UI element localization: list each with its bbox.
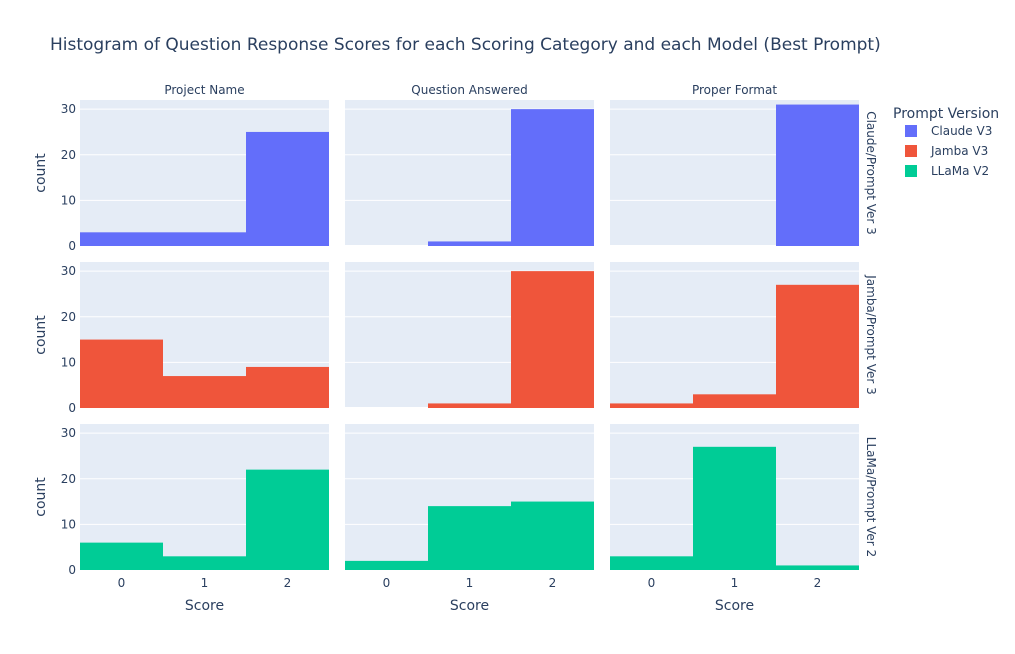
bar-claude-v3-question-answered-score-1[interactable] [428,241,511,246]
bar-llama-v2-question-answered-score-2[interactable] [511,501,594,570]
y-tick-label: 30 [61,426,76,440]
bar-jamba-v3-proper-format-score-0[interactable] [610,403,693,408]
x-tick-label: 2 [549,576,557,590]
y-axis-title: count [33,315,49,355]
bar-llama-v2-proper-format-score-2[interactable] [776,565,859,570]
x-tick-label: 2 [284,576,292,590]
x-tick-label: 0 [118,576,126,590]
legend-swatch-jamba-v3[interactable] [905,145,917,157]
legend-swatch-llama-v2[interactable] [905,165,917,177]
y-tick-label: 30 [61,264,76,278]
legend-title: Prompt Version [893,106,999,122]
panel-llama-v2-project-name [80,424,329,571]
y-tick-label: 0 [68,239,76,253]
y-axis-title: count [33,477,49,517]
y-tick-label: 20 [61,310,76,324]
bar-jamba-v3-proper-format-score-2[interactable] [776,284,859,408]
x-tick-label: 0 [383,576,391,590]
column-title-question-answered: Question Answered [411,83,527,97]
panel-llama-v2-proper-format [610,424,859,571]
bar-claude-v3-project-name-score-0[interactable] [80,232,163,246]
x-tick-label: 0 [648,576,656,590]
bar-llama-v2-project-name-score-1[interactable] [163,556,246,570]
row-title-llama-prompt-ver-2: LLaMa/Prompt Ver 2 [864,437,878,557]
bar-llama-v2-project-name-score-0[interactable] [80,542,163,570]
y-axis-title: count [33,153,49,193]
bar-llama-v2-question-answered-score-1[interactable] [428,506,511,570]
y-tick-label: 0 [68,401,76,415]
bar-claude-v3-project-name-score-1[interactable] [163,232,246,246]
legend-swatch-claude-v3[interactable] [905,125,917,137]
row-title-jamba-prompt-ver-3: Jamba/Prompt Ver 3 [864,274,878,395]
y-tick-label: 20 [61,472,76,486]
bar-llama-v2-proper-format-score-0[interactable] [610,556,693,570]
x-tick-label: 2 [814,576,822,590]
panel-llama-v2-question-answered [345,424,594,571]
panel-claude-v3-project-name [80,100,329,247]
bar-jamba-v3-project-name-score-0[interactable] [80,339,163,408]
chart-title: Histogram of Question Response Scores fo… [50,35,881,55]
panel-jamba-v3-project-name [80,262,329,409]
y-tick-label: 20 [61,148,76,162]
bar-jamba-v3-project-name-score-1[interactable] [163,376,246,408]
x-tick-label: 1 [731,576,739,590]
legend-label-jamba-v3[interactable]: Jamba V3 [930,144,988,158]
panel-jamba-v3-proper-format [610,262,859,409]
y-tick-label: 10 [61,355,76,369]
x-axis-title: Score [185,598,224,614]
bar-claude-v3-question-answered-score-2[interactable] [511,109,594,246]
bar-jamba-v3-question-answered-score-1[interactable] [428,403,511,408]
x-tick-label: 1 [466,576,474,590]
bar-jamba-v3-project-name-score-2[interactable] [246,366,329,408]
bar-jamba-v3-question-answered-score-2[interactable] [511,271,594,408]
y-tick-label: 30 [61,102,76,116]
bar-llama-v2-project-name-score-2[interactable] [246,469,329,570]
bar-claude-v3-project-name-score-2[interactable] [246,131,329,246]
row-title-claude-prompt-ver-3: Claude/Prompt Ver 3 [864,111,878,235]
legend-label-claude-v3[interactable]: Claude V3 [931,124,992,138]
y-tick-label: 10 [61,193,76,207]
panel-jamba-v3-question-answered [345,262,594,409]
column-title-proper-format: Proper Format [692,83,777,97]
x-tick-label: 1 [201,576,209,590]
column-title-project-name: Project Name [164,83,244,97]
x-axis-title: Score [450,598,489,614]
panel-claude-v3-question-answered [345,100,594,247]
y-tick-label: 10 [61,517,76,531]
facet-grid: Project Name Question Answered Proper Form… [33,83,878,614]
bar-llama-v2-question-answered-score-0[interactable] [345,560,428,570]
bar-jamba-v3-proper-format-score-1[interactable] [693,394,776,408]
panel-claude-v3-proper-format [610,100,859,247]
y-tick-label: 0 [68,563,76,577]
bar-llama-v2-proper-format-score-1[interactable] [693,446,776,570]
bar-claude-v3-proper-format-score-2[interactable] [776,104,859,246]
legend-label-llama-v2[interactable]: LLaMa V2 [931,164,989,178]
legend[interactable]: Prompt Version Claude V3 Jamba V3 LLaMa V2 [893,106,999,178]
x-axis-title: Score [715,598,754,614]
